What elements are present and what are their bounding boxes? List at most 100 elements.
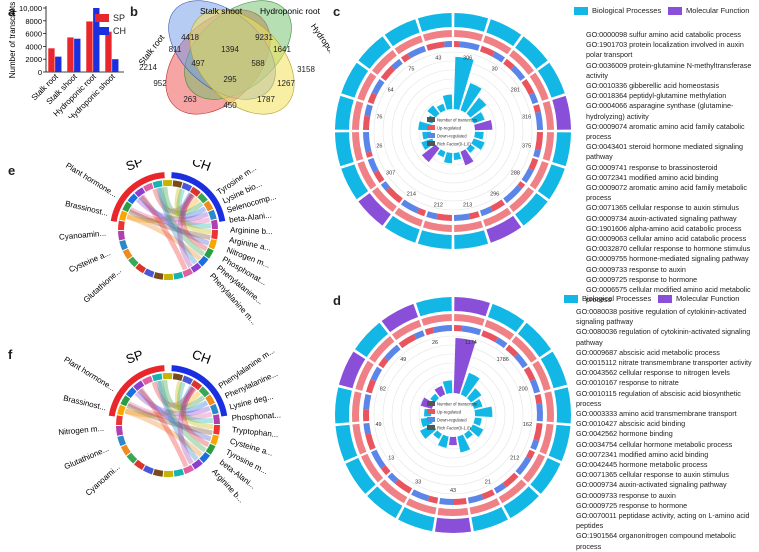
transcript-count-segment xyxy=(391,319,422,341)
chord-link xyxy=(176,188,212,229)
pathway-segment xyxy=(135,263,146,274)
down-regulated-segment xyxy=(530,439,540,451)
go-term-list-c: GO:0000098 sulfur amino acid catabolic p… xyxy=(586,30,756,305)
legend-sp: SP xyxy=(95,13,125,23)
bar-sp xyxy=(105,31,112,72)
up-regulated-segment xyxy=(400,53,411,63)
chord-link xyxy=(124,390,202,418)
down-regulated-segment xyxy=(503,185,522,204)
pathway-segment xyxy=(182,268,193,278)
go-term-item: GO:1901703 protein localization involved… xyxy=(586,40,744,60)
transcript-count-label: 30 xyxy=(492,67,498,73)
rich-factor-bar xyxy=(460,149,474,166)
transcript-count-label: 1786 xyxy=(497,357,509,363)
pathway-segment xyxy=(134,187,146,198)
up-regulated-segment xyxy=(533,422,543,442)
pathway-segment xyxy=(119,240,128,251)
go-term-item: GO:0009725 response to hormone xyxy=(576,500,688,510)
down-regulated-segment xyxy=(371,78,385,96)
inner-legend-swatch xyxy=(427,133,435,138)
go-term-item: GO:0072341 modified amino acid binding xyxy=(576,449,709,459)
legend-d-mol-swatch xyxy=(658,294,672,303)
venn-count: 1267 xyxy=(277,79,295,88)
venn-count: 1394 xyxy=(221,45,239,54)
pathway-segment xyxy=(172,180,183,188)
go-id-segment xyxy=(335,387,352,424)
venn-count: 4418 xyxy=(181,33,199,42)
up-regulated-segment xyxy=(503,58,515,70)
up-regulated-segment xyxy=(502,472,519,488)
transcript-count-segment xyxy=(532,360,551,391)
go-term-item: GO:0010336 gibberellic acid homeostasis xyxy=(586,81,720,91)
go-id-segment xyxy=(335,95,354,130)
go-term-item: GO:0009733 response to auxin xyxy=(576,490,676,500)
rich-factor-bar xyxy=(436,103,446,113)
go-term-item: GO:0071365 cellular response to auxin st… xyxy=(576,470,730,480)
go-term-item: GO:0003333 amino acid transmembrane tran… xyxy=(576,409,737,419)
go-term-item: GO:0043562 cellular response to nitrogen… xyxy=(576,368,730,378)
go-term-item: GO:0036009 protein-glutamine N-methyltra… xyxy=(586,60,752,80)
chord-link xyxy=(176,381,214,424)
pathway-segment xyxy=(191,379,203,391)
bar-ch xyxy=(74,38,81,72)
transcript-count-label: 49 xyxy=(375,422,381,428)
go-id-segment xyxy=(487,303,525,333)
inner-legend-swatch xyxy=(427,141,435,146)
transcript-count-segment xyxy=(352,100,364,130)
venn-set-hydro-root: Hydroponic root xyxy=(260,6,321,16)
up-regulated-segment xyxy=(424,327,435,336)
up-regulated-segment xyxy=(526,449,535,460)
up-regulated-segment xyxy=(365,151,373,158)
bar-ch xyxy=(93,8,100,72)
venn-diagram: Stalk shoot Hydroponic root Stalk root H… xyxy=(136,0,330,115)
pathway-segment xyxy=(133,459,145,471)
panel-label-a: a xyxy=(8,4,16,19)
down-regulated-segment xyxy=(513,353,528,369)
sp-group-arc xyxy=(110,172,165,222)
transcript-count-label: 21 xyxy=(485,479,491,485)
transcript-count-label: 82 xyxy=(380,386,386,392)
pathway-segment xyxy=(181,182,193,192)
down-regulated-segment xyxy=(363,422,371,435)
pathway-segment xyxy=(117,404,126,416)
rich-factor-bar xyxy=(421,144,440,163)
panel-label-c: c xyxy=(333,4,341,19)
go-id-segment xyxy=(434,517,472,533)
down-regulated-segment xyxy=(495,337,508,349)
chord-link xyxy=(162,186,204,216)
up-regulated-segment xyxy=(523,366,536,382)
y-tick-label: 10,000 xyxy=(19,4,42,13)
transcript-count-label: 375 xyxy=(522,144,531,150)
go-id-segment xyxy=(486,19,522,47)
pathway-segment xyxy=(126,452,138,464)
rich-factor-bar xyxy=(466,97,487,118)
legend-d-bio-swatch xyxy=(564,294,578,303)
venn-count: 952 xyxy=(153,79,167,88)
up-regulated-segment xyxy=(378,357,389,369)
up-regulated-segment xyxy=(394,478,413,494)
transcript-count-segment xyxy=(355,360,374,391)
grid-ring xyxy=(427,105,479,157)
inner-legend-label: Rich Factor(0-1.0) xyxy=(437,426,471,431)
up-regulated-segment xyxy=(363,115,371,130)
down-regulated-segment xyxy=(521,168,534,184)
chord-link xyxy=(124,408,203,458)
bar-sp xyxy=(48,48,55,72)
transcript-count-segment xyxy=(361,453,384,483)
transcript-count-segment xyxy=(352,391,362,423)
transcript-count-segment xyxy=(542,100,554,130)
transcript-count-label: 1174 xyxy=(465,340,477,346)
up-regulated-segment xyxy=(454,41,460,48)
go-term-item: GO:0070011 peptidase activity, acting on… xyxy=(576,511,750,531)
go-id-segment xyxy=(338,351,366,389)
chord-link xyxy=(138,387,189,468)
go-term-item: GO:0071365 cellular response to auxin st… xyxy=(586,203,740,213)
down-regulated-segment xyxy=(461,325,482,336)
legend-sp-swatch xyxy=(95,14,109,22)
down-regulated-segment xyxy=(411,489,430,502)
up-regulated-segment xyxy=(468,211,480,220)
pathway-label-left: Brassinost... xyxy=(64,199,109,218)
inner-legend-label: Up-regulated xyxy=(437,410,462,415)
chord-link xyxy=(126,403,213,436)
pathway-segment xyxy=(208,239,217,250)
